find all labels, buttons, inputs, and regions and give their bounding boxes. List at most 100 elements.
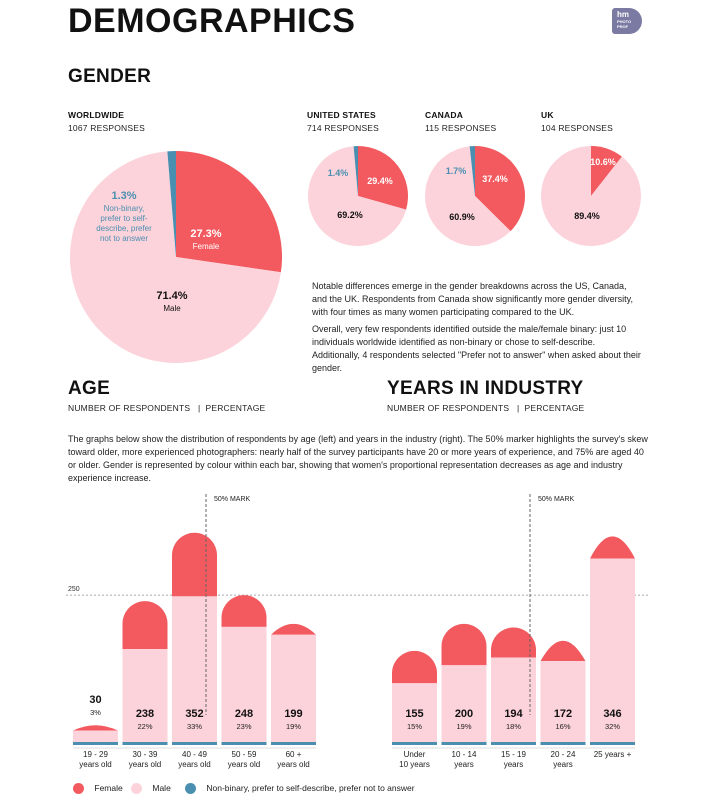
- years-heading: YEARS IN INDUSTRY: [387, 378, 584, 399]
- logo-subtext: PHOTO PROF: [617, 19, 632, 29]
- gender-pie-charts: 27.3% Female 71.4% Male 1.3% Non-binary,prefe…: [70, 146, 641, 363]
- bar-male: [221, 626, 267, 742]
- canada-responses: 115 RESPONSES: [425, 123, 497, 133]
- bar-percent-label: 23%: [236, 722, 251, 731]
- bar-nonbinary: [491, 742, 536, 745]
- age-subtitle: NUMBER OF RESPONDENTS | PERCENTAGE: [68, 403, 266, 413]
- bar-male: [122, 649, 168, 742]
- worldwide-responses: 1067 RESPONSES: [68, 123, 145, 133]
- brand-logo: hm PHOTO PROF: [612, 8, 642, 34]
- pie-slice-female: [358, 146, 408, 210]
- pie-slice-non-binary: [167, 151, 176, 257]
- category-label: 20 - 24: [551, 750, 576, 759]
- canada-label: CANADA: [425, 110, 464, 120]
- pie-slice-category-label: describe, prefer: [96, 224, 152, 233]
- bar-percent-label: 15%: [407, 722, 422, 731]
- bar-male: [590, 558, 635, 742]
- bar-total-label: 200: [455, 708, 473, 720]
- bar-total-label: 199: [284, 708, 302, 720]
- gender-paragraph-2: Overall, very few respondents identified…: [312, 324, 641, 373]
- category-label: 19 - 29: [83, 750, 108, 759]
- legend-female: Female: [73, 783, 123, 795]
- pie-slice-non-binary: [353, 146, 358, 196]
- bar-percent-label: 19%: [286, 722, 301, 731]
- category-label: years old: [79, 760, 111, 769]
- bar-female: [221, 595, 267, 627]
- legend-nonbinary: Non-binary, prefer to self-describe, pre…: [185, 783, 415, 795]
- category-label: 15 - 19: [501, 750, 526, 759]
- category-label: 30 - 39: [133, 750, 158, 759]
- age-heading: AGE: [68, 378, 111, 399]
- bar-female: [441, 623, 487, 666]
- bar-nonbinary: [590, 742, 635, 745]
- category-label: 50 - 59: [232, 750, 257, 759]
- fifty-percent-marker-label: 50% MARK: [214, 496, 251, 503]
- bar-percent-label: 16%: [555, 722, 570, 731]
- bar-total-label: 248: [235, 708, 253, 720]
- bar-total-label: 352: [185, 708, 203, 720]
- legend-male: Male: [131, 783, 171, 795]
- category-label: 10 years: [399, 760, 430, 769]
- bar-nonbinary: [441, 742, 487, 745]
- bar-male: [271, 634, 316, 742]
- bar-nonbinary: [221, 742, 267, 745]
- uk-responses: 104 RESPONSES: [541, 123, 614, 133]
- legend-male-label: Male: [152, 783, 171, 793]
- pie-slice-label: 71.4%: [156, 290, 187, 302]
- pie-slice-male: [541, 146, 641, 246]
- category-label: 10 - 14: [452, 750, 477, 759]
- bar-total-label: 30: [89, 694, 101, 706]
- bar-male: [491, 657, 536, 742]
- category-label: years: [454, 760, 474, 769]
- legend-nonbinary-label: Non-binary, prefer to self-describe, pre…: [206, 783, 415, 793]
- legend-nonbinary-swatch: [185, 783, 196, 795]
- us-responses: 714 RESPONSES: [307, 123, 380, 133]
- bar-female: [122, 601, 168, 650]
- legend-male-swatch: [131, 783, 142, 795]
- category-label: years old: [228, 760, 260, 769]
- bar-percent-label: 18%: [506, 722, 521, 731]
- bar-female: [540, 640, 586, 662]
- pie-slice-label: 69.2%: [337, 210, 363, 220]
- bar-percent-label: 33%: [187, 722, 202, 731]
- bar-nonbinary: [540, 742, 586, 745]
- pie-slice-category-label: Female: [193, 242, 220, 251]
- pie-slice-category-label: Male: [163, 304, 181, 313]
- bar-nonbinary: [122, 742, 168, 745]
- us-label: UNITED STATES: [307, 110, 376, 120]
- pie-slice-label: 37.4%: [482, 174, 508, 184]
- bar-total-label: 172: [554, 708, 572, 720]
- pie-slice-female: [475, 146, 525, 232]
- pie-slice-female: [591, 146, 622, 196]
- bar-female: [590, 536, 635, 559]
- bar-female: [172, 532, 217, 597]
- gender-heading: GENDER: [68, 66, 152, 87]
- pie-slice-female: [176, 151, 282, 273]
- category-label: years: [553, 760, 573, 769]
- worldwide-label: WORLDWIDE: [68, 110, 125, 120]
- bar-total-label: 155: [405, 708, 423, 720]
- bar-nonbinary: [271, 742, 316, 745]
- pie-slice-category-label: Non-binary,: [104, 204, 145, 213]
- category-label: 25 years +: [594, 750, 632, 759]
- category-label: 40 - 49: [182, 750, 207, 759]
- bar-female: [392, 650, 437, 684]
- bar-nonbinary: [392, 742, 437, 745]
- pie-slice-label: 27.3%: [190, 228, 221, 240]
- pie-slice-label: 60.9%: [449, 212, 475, 222]
- bar-male: [392, 683, 437, 742]
- bar-percent-label: 32%: [605, 722, 620, 731]
- category-label: Under: [404, 750, 426, 759]
- intro-paragraph: The graphs below show the distribution o…: [68, 434, 648, 483]
- bar-male: [172, 596, 217, 742]
- pie-slice-label: 29.4%: [367, 176, 393, 186]
- category-label: years: [504, 760, 524, 769]
- pie-slice-non-binary: [469, 146, 475, 196]
- bar-percent-label: 22%: [137, 722, 152, 731]
- pie-slice-category-label: not to answer: [100, 234, 148, 243]
- fifty-percent-marker-label: 50% MARK: [538, 496, 575, 503]
- pie-slice-label: 1.7%: [446, 166, 467, 176]
- legend-female-label: Female: [94, 783, 123, 793]
- category-label: years old: [178, 760, 210, 769]
